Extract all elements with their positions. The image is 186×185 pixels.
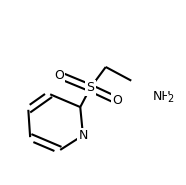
Text: O: O	[113, 94, 123, 107]
Text: O: O	[54, 69, 64, 82]
Text: S: S	[86, 81, 94, 95]
Text: 2: 2	[167, 94, 173, 104]
Text: N: N	[78, 129, 88, 142]
Text: NH: NH	[153, 90, 172, 103]
